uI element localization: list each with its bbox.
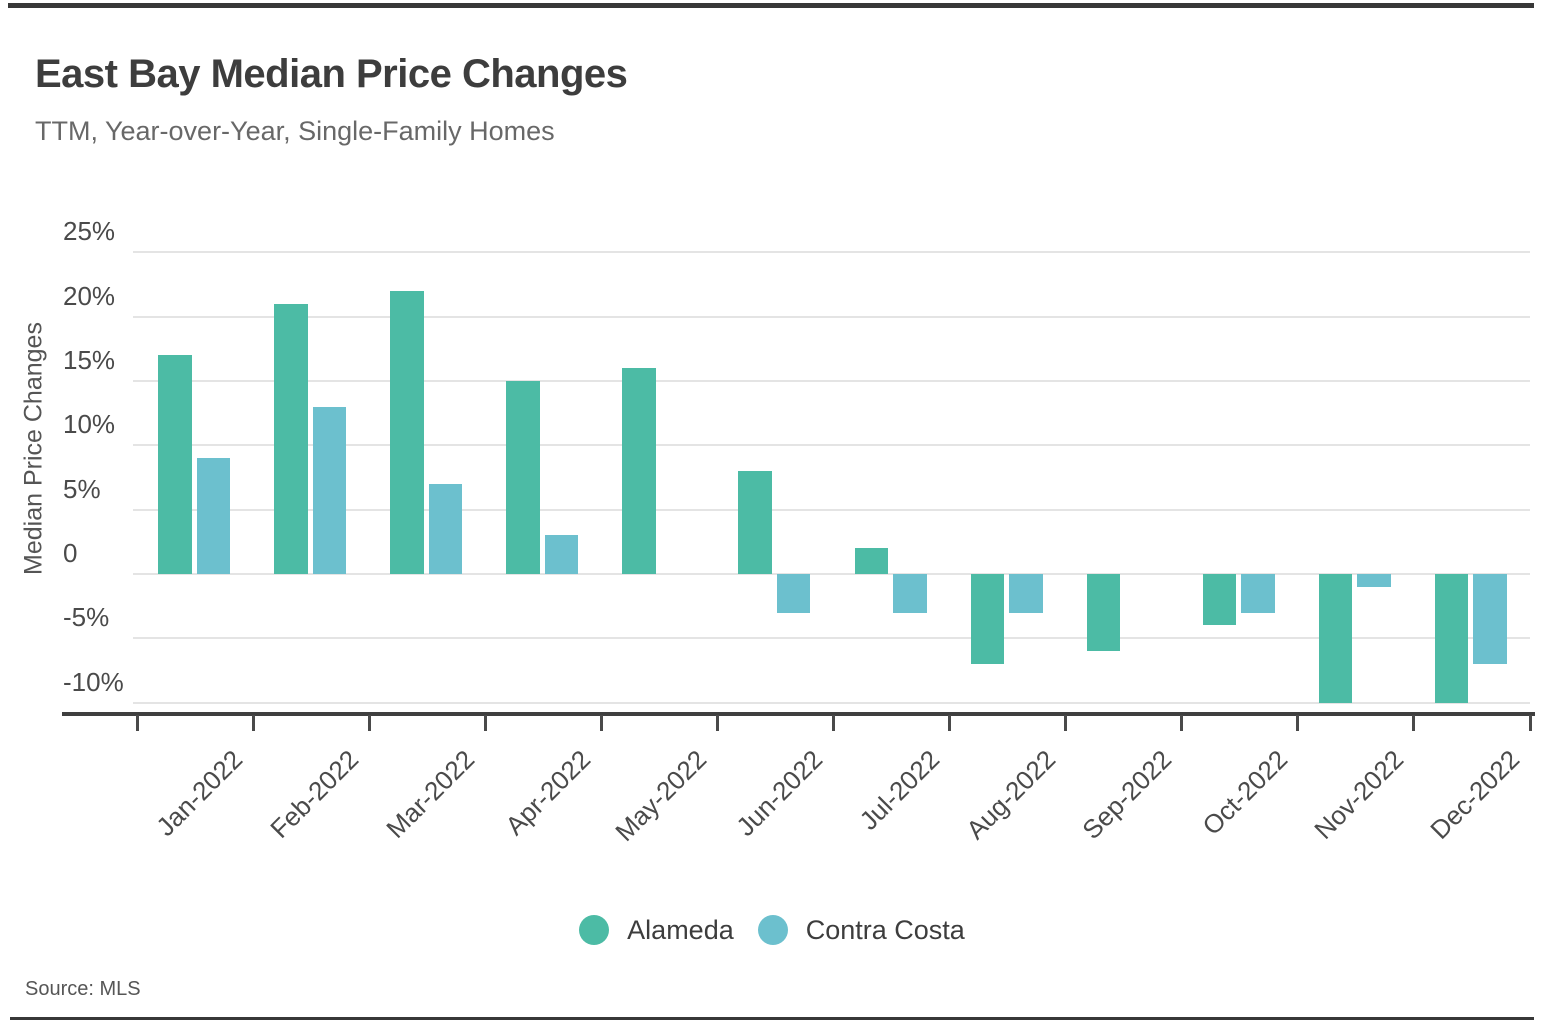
y-axis-title: Median Price Changes <box>19 322 48 575</box>
card-top-border <box>8 3 1534 8</box>
x-axis-tick <box>715 715 719 731</box>
y-tick-label-15%: 15% <box>63 345 116 376</box>
x-axis-tick <box>948 715 952 731</box>
gridline-10% <box>133 444 1530 447</box>
y-tick-label-0: 0 <box>63 538 78 568</box>
gridline-15% <box>133 380 1530 383</box>
x-axis-line <box>62 711 1535 716</box>
bar-alameda-jun-2022 <box>738 471 772 574</box>
bar-alameda-nov-2022 <box>1318 574 1353 703</box>
bar-alameda-oct-2022 <box>1202 574 1237 626</box>
y-tick-label--10%: -10% <box>63 666 124 697</box>
bar-contra-costa-jan-2022 <box>196 458 230 574</box>
source-label: Source: <box>25 978 94 1000</box>
legend-label-contra-costa: Contra Costa <box>805 914 965 945</box>
gridline-20% <box>133 315 1530 318</box>
source-value: MLS <box>99 978 141 1000</box>
bar-alameda-jul-2022 <box>854 548 888 574</box>
source-note: Source: MLS <box>25 978 141 1001</box>
card-bottom-border <box>10 1017 1534 1020</box>
chart-legend: Alameda Contra Costa <box>0 912 1544 948</box>
bar-contra-costa-jul-2022 <box>893 574 927 613</box>
legend-swatch-alameda <box>579 915 610 945</box>
bar-contra-costa-jun-2022 <box>776 574 811 613</box>
bar-contra-costa-dec-2022 <box>1473 574 1507 665</box>
legend-label-alameda: Alameda <box>627 914 734 945</box>
bar-contra-costa-mar-2022 <box>428 483 463 574</box>
bar-contra-costa-nov-2022 <box>1357 574 1391 587</box>
y-tick-label-5%: 5% <box>63 473 101 504</box>
gridline-0 <box>133 573 1530 575</box>
x-axis-tick <box>251 715 255 731</box>
x-axis-tick <box>367 715 371 731</box>
x-axis-tick <box>599 715 603 731</box>
x-axis-tick <box>1180 715 1184 731</box>
gridline-5% <box>133 508 1530 511</box>
x-axis-tick <box>1412 715 1416 731</box>
chart-title: East Bay Median Price Changes <box>35 52 628 96</box>
bar-contra-costa-apr-2022 <box>544 535 579 574</box>
y-tick-label-25%: 25% <box>63 216 116 247</box>
legend-item-alameda: Alameda <box>579 915 734 946</box>
x-axis-tick <box>483 715 487 731</box>
legend-item-contra-costa: Contra Costa <box>757 914 965 946</box>
x-axis-tick <box>1528 715 1532 731</box>
gridline--5% <box>133 637 1530 640</box>
bar-contra-costa-oct-2022 <box>1241 574 1275 613</box>
y-tick-label--5%: -5% <box>63 602 110 633</box>
y-tick-label-20%: 20% <box>63 280 116 311</box>
chart-subtitle: TTM, Year-over-Year, Single-Family Homes <box>35 116 555 146</box>
gridline-25% <box>133 251 1530 254</box>
bar-alameda-dec-2022 <box>1434 574 1469 703</box>
bar-alameda-aug-2022 <box>970 574 1005 665</box>
x-axis-tick <box>832 715 835 731</box>
bar-alameda-apr-2022 <box>506 381 540 574</box>
gridline--10% <box>133 701 1530 704</box>
bar-contra-costa-feb-2022 <box>312 406 347 574</box>
bar-alameda-feb-2022 <box>274 303 308 574</box>
legend-swatch-contra-costa <box>757 915 788 945</box>
bar-alameda-mar-2022 <box>390 291 424 574</box>
x-axis-tick <box>135 715 139 731</box>
x-axis-tick <box>1296 715 1300 731</box>
y-tick-label-10%: 10% <box>63 409 116 440</box>
x-axis-tick <box>1064 715 1068 731</box>
bar-alameda-may-2022 <box>622 368 656 574</box>
bar-alameda-sep-2022 <box>1086 574 1121 652</box>
bar-contra-costa-aug-2022 <box>1009 574 1043 613</box>
bar-alameda-jan-2022 <box>158 355 192 574</box>
